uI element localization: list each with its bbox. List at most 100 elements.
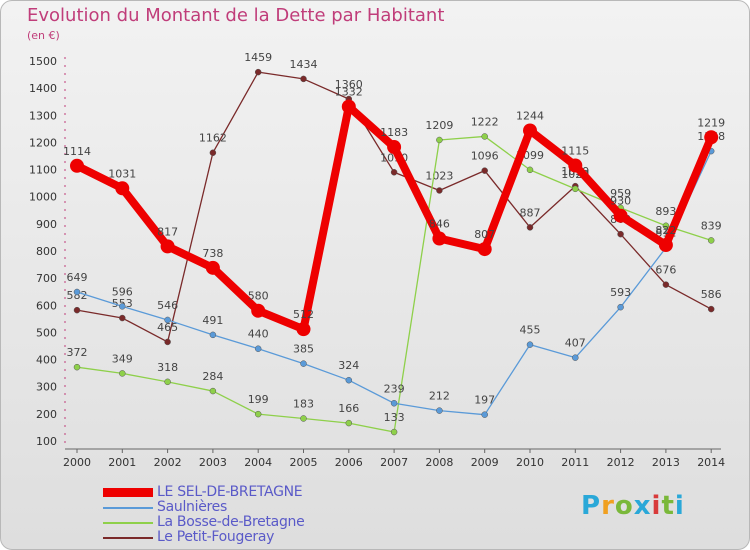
legend-swatch xyxy=(103,537,153,539)
data-point xyxy=(254,68,262,76)
data-label: 133 xyxy=(384,411,405,424)
y-tick-label: 300 xyxy=(36,381,57,394)
chart-title: Evolution du Montant de la Dette par Hab… xyxy=(27,5,445,26)
data-label: 1096 xyxy=(471,150,499,163)
x-tick-label: 2011 xyxy=(561,456,589,469)
data-point xyxy=(341,99,356,114)
data-point xyxy=(205,260,220,275)
data-point xyxy=(481,167,488,174)
data-point xyxy=(481,133,488,140)
data-label: 959 xyxy=(610,187,631,200)
data-label: 183 xyxy=(293,397,314,410)
data-label: 318 xyxy=(157,361,178,374)
x-tick-label: 2006 xyxy=(335,456,363,469)
data-label: 1023 xyxy=(425,169,453,182)
data-label: 385 xyxy=(293,343,314,356)
data-point xyxy=(572,354,579,361)
data-point xyxy=(164,378,171,386)
data-label: 349 xyxy=(112,352,133,365)
data-point xyxy=(477,242,492,257)
data-point xyxy=(617,303,624,311)
data-label: 1183 xyxy=(380,126,408,139)
y-tick-label: 1200 xyxy=(29,136,57,149)
data-point xyxy=(617,230,624,238)
data-label: 593 xyxy=(610,286,631,299)
data-point xyxy=(523,123,537,138)
data-point xyxy=(704,130,719,145)
data-label: 1244 xyxy=(516,109,544,122)
data-point xyxy=(526,341,534,348)
data-label: 738 xyxy=(202,247,223,260)
data-point xyxy=(345,419,353,427)
y-tick-label: 1300 xyxy=(29,109,57,122)
data-label: 212 xyxy=(429,390,450,403)
data-point xyxy=(390,169,398,176)
data-label: 455 xyxy=(520,324,541,337)
y-tick-label: 1000 xyxy=(29,191,57,204)
x-tick-label: 2005 xyxy=(290,456,318,469)
data-point xyxy=(251,303,266,318)
data-label: 324 xyxy=(338,359,359,372)
data-label: 1162 xyxy=(199,132,227,145)
y-tick-label: 700 xyxy=(36,272,57,285)
data-label: 1219 xyxy=(697,116,725,129)
proxiti-logo: Proxiti xyxy=(581,491,685,521)
data-point xyxy=(390,400,398,407)
data-label: 1434 xyxy=(290,58,318,71)
data-label: 1459 xyxy=(244,51,272,64)
y-tick-label: 900 xyxy=(36,218,57,231)
data-point xyxy=(481,411,488,418)
data-label: 1031 xyxy=(108,167,136,180)
legend-swatch xyxy=(103,507,153,509)
y-tick-label: 100 xyxy=(36,435,57,448)
data-point xyxy=(436,187,443,194)
data-point xyxy=(164,338,171,346)
legend-label: LE SEL-DE-BRETAGNE xyxy=(157,484,303,500)
data-label: 1115 xyxy=(561,145,589,158)
data-label: 649 xyxy=(67,271,88,284)
data-label: 512 xyxy=(293,308,314,321)
data-point xyxy=(572,185,579,193)
x-tick-label: 2003 xyxy=(199,456,227,469)
x-tick-label: 2004 xyxy=(244,456,272,469)
data-label: 284 xyxy=(202,370,223,383)
legend-swatch xyxy=(103,522,153,524)
series-2: 649 596 546 491 440 385 324 239 212 197 455 407 593 8… xyxy=(67,130,725,418)
data-point xyxy=(300,360,307,367)
data-point xyxy=(164,316,171,324)
data-point xyxy=(300,75,307,83)
data-label: 580 xyxy=(248,290,269,303)
data-point xyxy=(568,158,583,173)
legend-label: La Bosse-de-Bretagne xyxy=(157,514,305,530)
data-label: 893 xyxy=(655,205,676,218)
data-label: 676 xyxy=(655,264,676,277)
y-tick-label: 500 xyxy=(36,326,57,339)
data-point xyxy=(209,387,217,395)
data-point xyxy=(296,322,311,337)
y-tick-label: 800 xyxy=(36,245,57,258)
data-point xyxy=(73,363,81,371)
data-label: 822 xyxy=(655,224,676,237)
data-point xyxy=(254,345,262,352)
data-point xyxy=(119,370,126,377)
x-tick-label: 2001 xyxy=(108,456,136,469)
data-point xyxy=(432,231,447,246)
data-point xyxy=(662,281,670,288)
data-label: 817 xyxy=(157,225,178,238)
data-label: 839 xyxy=(701,219,722,232)
chart-unit: (en €) xyxy=(27,29,60,42)
data-label: 846 xyxy=(429,218,450,231)
data-point xyxy=(707,305,715,313)
data-point xyxy=(73,288,81,296)
data-point xyxy=(254,410,262,418)
y-tick-label: 400 xyxy=(36,354,57,367)
data-label: 166 xyxy=(338,402,359,415)
data-label: 465 xyxy=(157,321,178,334)
x-tick-label: 2002 xyxy=(154,456,182,469)
data-label: 807 xyxy=(474,228,495,241)
data-label: 372 xyxy=(67,346,88,359)
data-point xyxy=(436,407,443,414)
data-point xyxy=(209,149,217,156)
